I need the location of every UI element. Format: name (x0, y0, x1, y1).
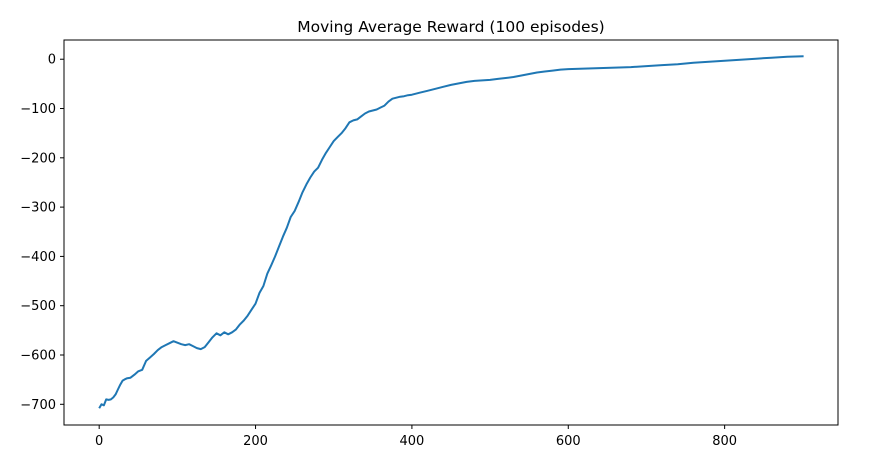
axes-frame (63, 39, 839, 426)
x-axis: 0 200 400 600 800 (95, 425, 737, 449)
plot-area (98, 55, 804, 409)
x-tick-label: 400 (399, 434, 424, 449)
y-tick-label: −700 (20, 398, 56, 413)
y-tick-label: −600 (20, 349, 56, 364)
chart-title: Moving Average Reward (100 episodes) (297, 18, 604, 36)
y-tick-label: −500 (20, 299, 56, 314)
moving-average-line (98, 55, 804, 409)
y-axis: 0 −100 −200 −300 −400 −500 −600 −700 (20, 53, 64, 413)
y-tick-label: 0 (48, 53, 56, 68)
y-tick-label: −100 (20, 102, 56, 117)
y-tick-label: −400 (20, 250, 56, 265)
y-tick-label: −200 (20, 151, 56, 166)
y-tick-label: −300 (20, 201, 56, 216)
x-tick-label: 800 (712, 434, 737, 449)
x-tick-label: 200 (243, 434, 268, 449)
x-tick-label: 600 (556, 434, 581, 449)
x-tick-label: 0 (95, 434, 103, 449)
